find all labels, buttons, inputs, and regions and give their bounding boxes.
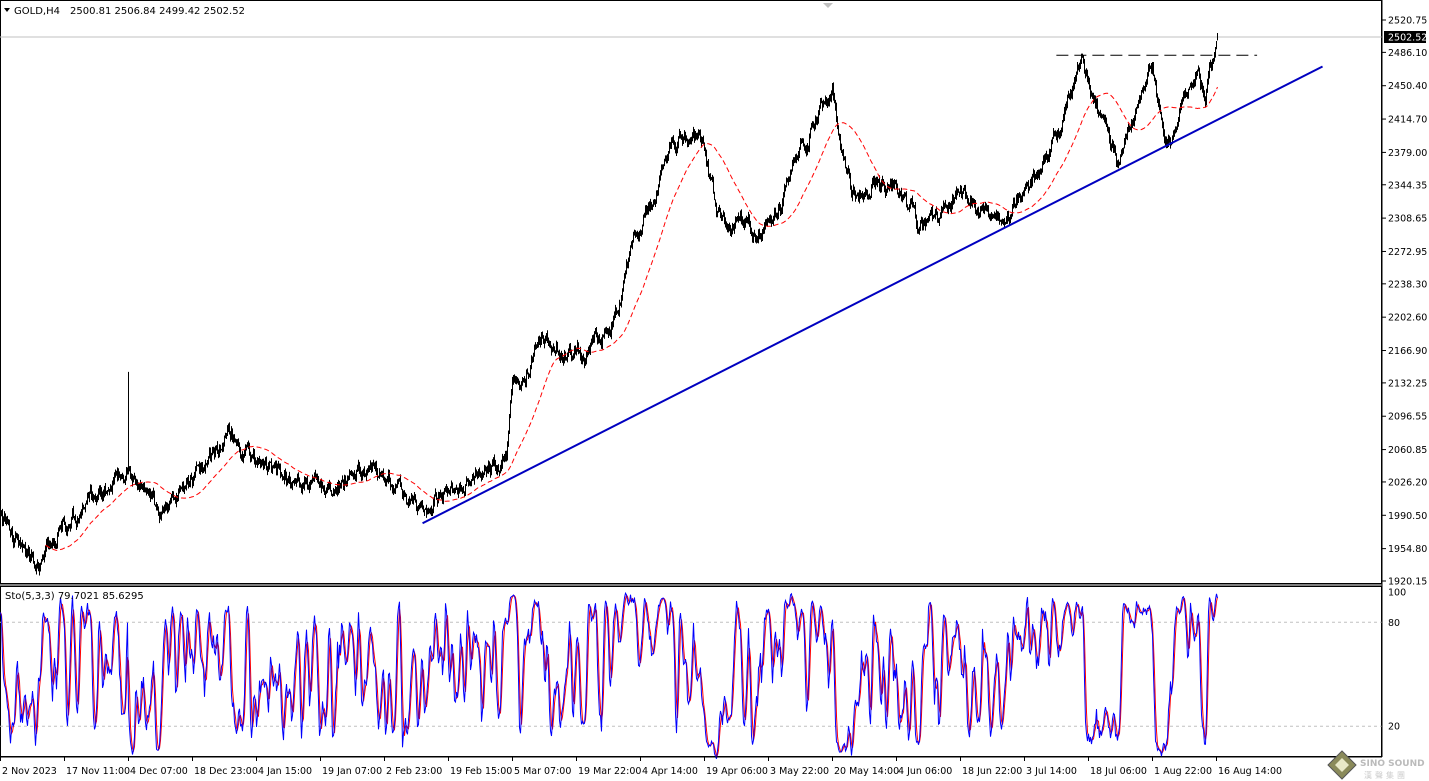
price-tick-label: 2132.25	[1388, 378, 1427, 389]
bid-price-box	[1384, 31, 1426, 43]
ohlc-label: 2500.81 2506.84 2499.42 2502.52	[70, 6, 245, 17]
time-tick-label: 17 Nov 11:00	[66, 766, 130, 777]
time-tick-label: 2 Feb 23:00	[386, 766, 442, 777]
time-tick-label: 5 Mar 07:00	[514, 766, 571, 777]
time-tick-label: 4 Dec 07:00	[130, 766, 188, 777]
time-tick-label: 3 Jul 14:00	[1026, 766, 1077, 777]
price-tick-label: 2060.85	[1388, 445, 1427, 456]
price-tick-label: 1990.50	[1388, 511, 1427, 522]
moving-average-line	[45, 86, 1218, 551]
time-tick-label: 16 Aug 14:00	[1218, 766, 1282, 777]
trendline[interactable]	[422, 65, 1323, 525]
main-pane[interactable]	[0, 0, 1382, 584]
price-tick-label: 2379.00	[1388, 148, 1427, 159]
time-tick-label: 1 Aug 22:00	[1154, 766, 1212, 777]
price-tick-label: 1920.15	[1388, 577, 1427, 588]
price-axis[interactable]: 2520.75 2486.10 2450.40 2414.70 2379.00 2344.…	[1382, 16, 1427, 588]
time-tick-label: 19 Feb 15:00	[450, 766, 512, 777]
price-tick-label: 2308.65	[1388, 214, 1427, 225]
stoch-level-label: 80	[1388, 618, 1400, 629]
time-tick-label: 4 Jan 15:00	[258, 766, 312, 777]
price-tick-label: 2520.75	[1388, 16, 1427, 27]
stoch-level-label: 20	[1388, 722, 1400, 733]
time-tick-label: 4 Apr 14:00	[642, 766, 698, 777]
time-axis[interactable]: 2 Nov 2023 17 Nov 11:00 4 Dec 07:00 18 Dec …	[0, 757, 1283, 777]
symbol-label: GOLD,H4	[14, 6, 60, 17]
time-tick-label: 18 Dec 23:00	[194, 766, 258, 777]
time-tick-label: 4 Jun 06:00	[898, 766, 952, 777]
price-tick-label: 2238.30	[1388, 279, 1427, 290]
indicator-axis: 100 80 20	[1388, 588, 1406, 733]
price-tick-label: 2026.20	[1388, 477, 1427, 488]
price-tick-label: 1954.80	[1388, 544, 1427, 555]
price-tick-label: 2486.10	[1388, 48, 1427, 59]
sino-sound-logo: SINO SOUND 漢聲集團	[1327, 750, 1425, 780]
logo-subtext: 漢聲集團	[1364, 770, 1408, 780]
price-tick-label: 2166.90	[1388, 346, 1427, 357]
time-tick-label: 20 May 14:00	[834, 766, 899, 777]
stochastic-main-line	[0, 591, 1218, 759]
price-tick-label: 2344.35	[1388, 180, 1427, 191]
time-tick-label: 2 Nov 2023	[2, 766, 57, 777]
price-tick-label: 2414.70	[1388, 115, 1427, 126]
indicator-pane[interactable]	[0, 586, 1382, 757]
time-tick-label: 19 Apr 06:00	[706, 766, 768, 777]
chart-shift-marker-icon[interactable]	[823, 3, 833, 8]
time-tick-label: 18 Jun 22:00	[962, 766, 1022, 777]
collapse-triangle-icon[interactable]	[4, 8, 10, 12]
time-tick-label: 18 Jul 06:00	[1090, 766, 1147, 777]
price-tick-label: 2096.55	[1388, 412, 1427, 423]
indicator-label: Sto(5,3,3) 79.7021 85.6295	[5, 591, 144, 602]
price-tick-label: 2272.95	[1388, 247, 1427, 258]
time-tick-label: 19 Mar 22:00	[578, 766, 641, 777]
time-tick-label: 19 Jan 07:00	[322, 766, 382, 777]
candles-layer	[0, 32, 1218, 576]
time-tick-label: 3 May 22:00	[770, 766, 829, 777]
stoch-level-label: 100	[1388, 588, 1406, 599]
price-tick-label: 2450.40	[1388, 81, 1427, 92]
logo-inner-icon	[1335, 758, 1349, 772]
bid-price-label: 2502.52	[1388, 33, 1427, 44]
price-tick-label: 2202.60	[1388, 313, 1427, 324]
logo-text: SINO SOUND	[1360, 759, 1425, 769]
